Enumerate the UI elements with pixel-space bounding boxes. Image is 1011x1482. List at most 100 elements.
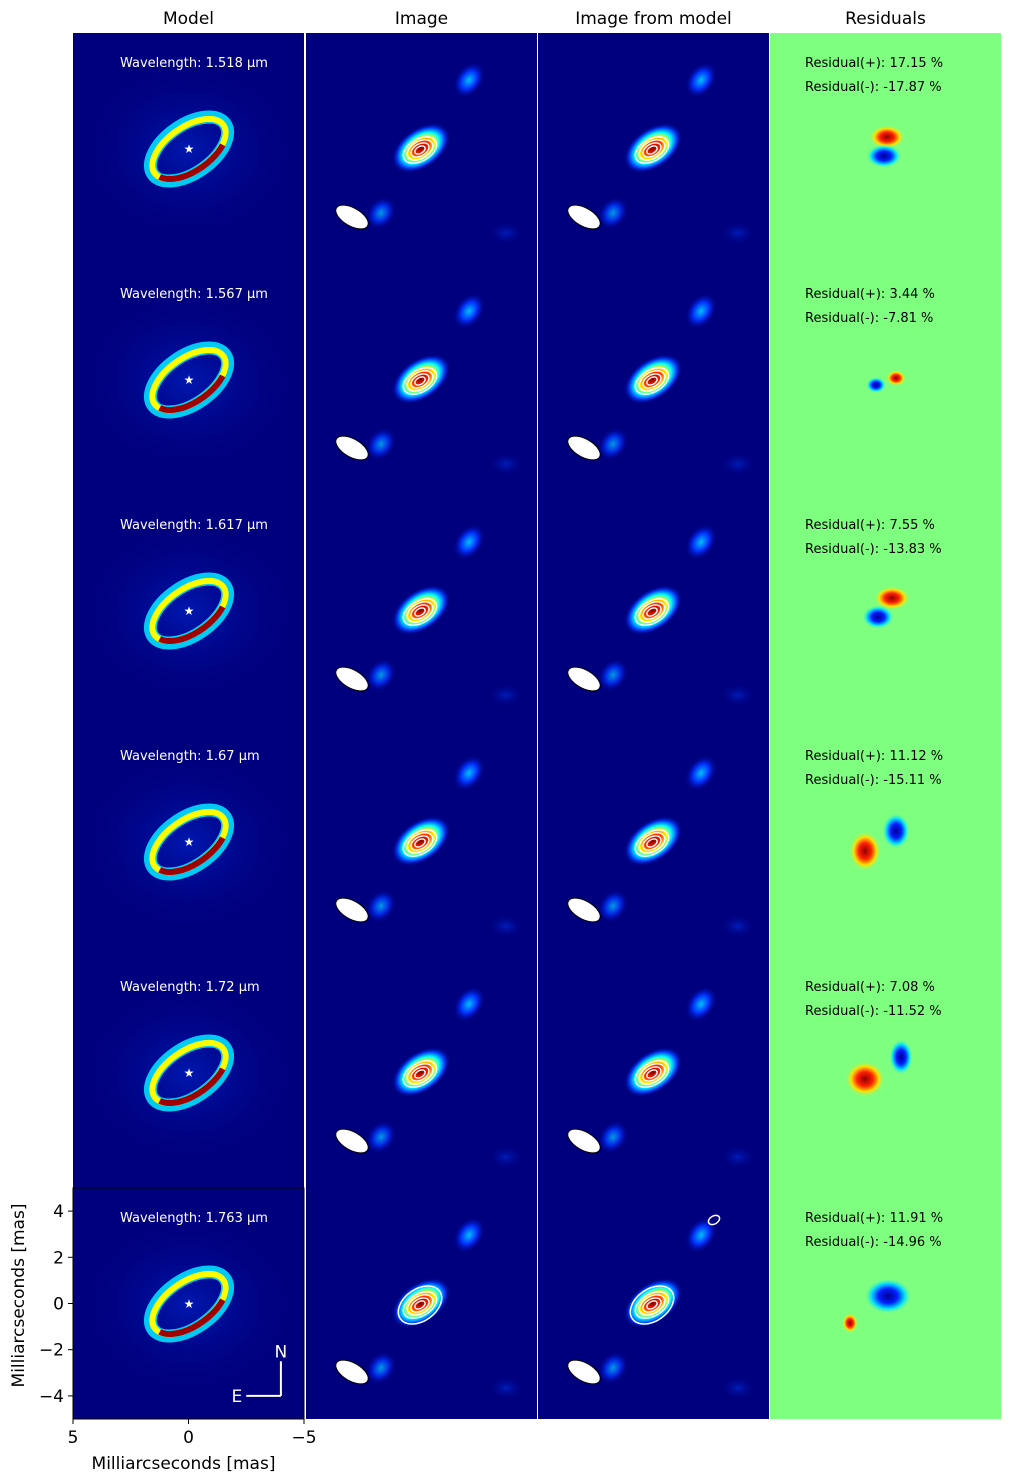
contour [634, 367, 670, 395]
contour [638, 601, 666, 623]
contour [646, 1300, 658, 1310]
panel-r3-image-from-model [538, 495, 769, 726]
contour [410, 1297, 430, 1313]
tertiary-source [365, 427, 397, 461]
negative-residual [889, 1039, 913, 1075]
panel-r6-model: ★ Wavelength: 1.763 μm [73, 1188, 304, 1419]
beam-ellipse [567, 204, 601, 230]
panel-r3-model: ★ Wavelength: 1.617 μm [73, 495, 304, 726]
panel-r1-image-from-model [538, 33, 769, 264]
contour [406, 832, 434, 854]
contour [638, 832, 666, 854]
positive-residual [849, 831, 881, 871]
contour [402, 367, 438, 395]
column-title: Residuals [845, 9, 926, 29]
secondary-source [452, 1216, 486, 1254]
negative-residual [862, 605, 894, 629]
secondary-source [452, 754, 486, 792]
contour [402, 136, 438, 164]
panel-r6-image [306, 1188, 537, 1419]
compass-east-label: E [232, 1387, 243, 1407]
contour [646, 838, 658, 848]
column-title: Image from model [575, 9, 732, 29]
contour [414, 607, 426, 617]
contour [638, 370, 666, 392]
contour [410, 835, 430, 851]
panel-r2-image [306, 264, 537, 495]
contour [406, 601, 434, 623]
beam-ellipse [567, 1128, 601, 1154]
negative-residual [866, 144, 902, 168]
beam-ellipse [335, 897, 369, 923]
wavelength-label: Wavelength: 1.518 μm [120, 56, 268, 71]
residual-positive-label: Residual(+): 7.55 % [805, 518, 935, 533]
residual-negative-label: Residual(-): -11.52 % [805, 1004, 942, 1019]
y-tick-label: 4 [53, 1202, 64, 1222]
contour [414, 376, 426, 386]
secondary-source [684, 754, 718, 792]
beam-ellipse [567, 897, 601, 923]
residual-positive-label: Residual(+): 11.91 % [805, 1211, 943, 1226]
panel-r5-image [306, 957, 537, 1188]
beam-ellipse [335, 666, 369, 692]
panel-r1-model: ★ Wavelength: 1.518 μm [73, 33, 304, 264]
panel-r1-residuals: Residual(+): 17.15 % Residual(-): -17.87 … [770, 33, 1001, 264]
contour [406, 1294, 434, 1316]
contour [634, 598, 670, 626]
positive-residual [886, 370, 906, 386]
contour [642, 142, 662, 158]
beam-ellipse [567, 666, 601, 692]
x-tick-label: −5 [291, 1428, 316, 1448]
secondary-source [452, 523, 486, 561]
halo [78, 60, 298, 240]
negative-residual [866, 377, 886, 393]
contour [642, 835, 662, 851]
contour [410, 142, 430, 158]
panel-r5-image-from-model [538, 957, 769, 1188]
negative-residual [882, 813, 910, 849]
panel-r2-image-from-model [538, 264, 769, 495]
panel-r1-image [306, 33, 537, 264]
tertiary-source [365, 1120, 397, 1154]
contour [402, 598, 438, 626]
contour [638, 1294, 666, 1316]
contour [646, 145, 658, 155]
tertiary-source [597, 1120, 629, 1154]
y-tick-label: −2 [39, 1341, 64, 1361]
secondary-source [452, 292, 486, 330]
contour [642, 1297, 662, 1313]
panel-r4-residuals: Residual(+): 11.12 % Residual(-): -15.11 … [770, 726, 1001, 957]
tertiary-source [597, 1351, 629, 1385]
contour [642, 1066, 662, 1082]
residual-positive-label: Residual(+): 17.15 % [805, 56, 943, 71]
contour [406, 139, 434, 161]
halo [78, 522, 298, 702]
tertiary-source [597, 889, 629, 923]
contour [414, 838, 426, 848]
contour [707, 1214, 721, 1226]
contour [402, 829, 438, 857]
secondary-source [684, 292, 718, 330]
star-icon: ★ [184, 142, 195, 156]
secondary-source [452, 61, 486, 99]
wavelength-label: Wavelength: 1.67 μm [120, 749, 260, 764]
tertiary-source [597, 196, 629, 230]
panel-r5-model: ★ Wavelength: 1.72 μm [73, 957, 304, 1188]
contour [414, 1069, 426, 1079]
halo [78, 753, 298, 933]
contour [410, 373, 430, 389]
contour [634, 1060, 670, 1088]
contour [642, 373, 662, 389]
tertiary-source [597, 658, 629, 692]
wavelength-label: Wavelength: 1.567 μm [120, 287, 268, 302]
contour [414, 145, 426, 155]
contour [646, 1069, 658, 1079]
contour [634, 136, 670, 164]
beam-ellipse [335, 1359, 369, 1385]
contour [402, 1060, 438, 1088]
secondary-source [452, 985, 486, 1023]
panel-r5-residuals: Residual(+): 7.08 % Residual(-): -11.52 % [770, 957, 1001, 1188]
residual-negative-label: Residual(-): -17.87 % [805, 80, 942, 95]
contour [410, 604, 430, 620]
